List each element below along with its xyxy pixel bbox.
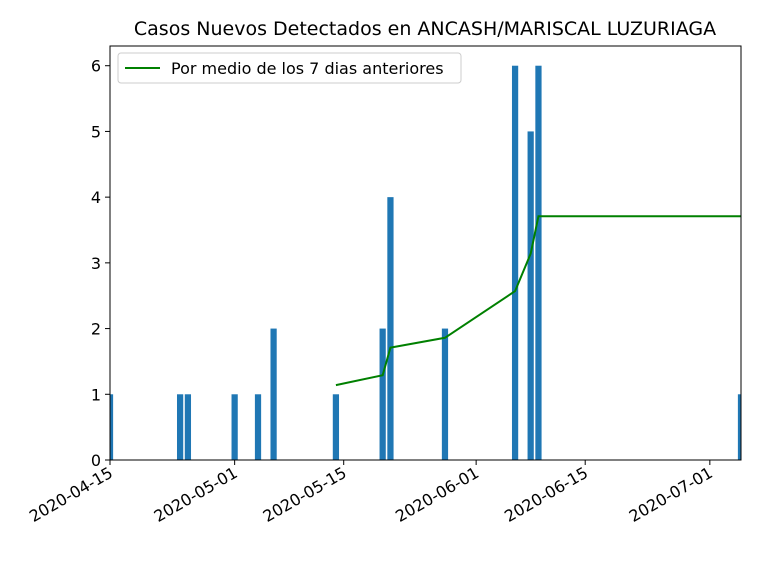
bar [511, 65, 519, 460]
bar [231, 394, 238, 460]
bar [332, 394, 340, 460]
bar [379, 328, 386, 460]
x-tick-label: 2020-04-15 [26, 463, 116, 526]
bar [184, 394, 192, 460]
x-tick-label: 2020-06-15 [501, 463, 591, 526]
y-tick-label: 5 [91, 122, 101, 141]
bar [387, 197, 394, 460]
y-tick-label: 6 [91, 57, 101, 76]
y-tick-label: 3 [91, 254, 101, 273]
x-tick-label: 2020-07-01 [626, 463, 716, 526]
y-tick-label: 1 [91, 385, 101, 404]
x-axis: 2020-04-15 2020-05-01 2020-05-15 2020-06-01… [26, 460, 716, 526]
bar [535, 65, 542, 460]
bar [527, 131, 534, 460]
bar [737, 394, 741, 460]
legend-box [117, 52, 462, 84]
plot-frame [109, 45, 742, 461]
avg-line [335, 215, 741, 387]
legend: Por medio de los 7 dias anteriores [117, 52, 462, 84]
bar [254, 394, 262, 460]
avg-line-group [335, 215, 741, 387]
bar [441, 328, 449, 460]
y-tick-label: 4 [91, 188, 101, 207]
y-tick-label: 0 [91, 451, 101, 470]
x-tick-label: 2020-06-01 [392, 463, 482, 526]
y-axis: 0 1 2 3 4 5 6 [91, 57, 110, 470]
x-tick-label: 2020-05-01 [151, 463, 241, 526]
bar [270, 328, 277, 460]
x-tick-label: 2020-05-15 [260, 463, 350, 526]
chart-title: Casos Nuevos Detectados en ANCASH/MARISC… [134, 18, 716, 40]
legend-label: Por medio de los 7 dias anteriores [171, 59, 444, 78]
y-tick-label: 2 [91, 320, 101, 339]
bar [176, 394, 184, 460]
bar [110, 394, 114, 460]
bars [110, 65, 741, 460]
